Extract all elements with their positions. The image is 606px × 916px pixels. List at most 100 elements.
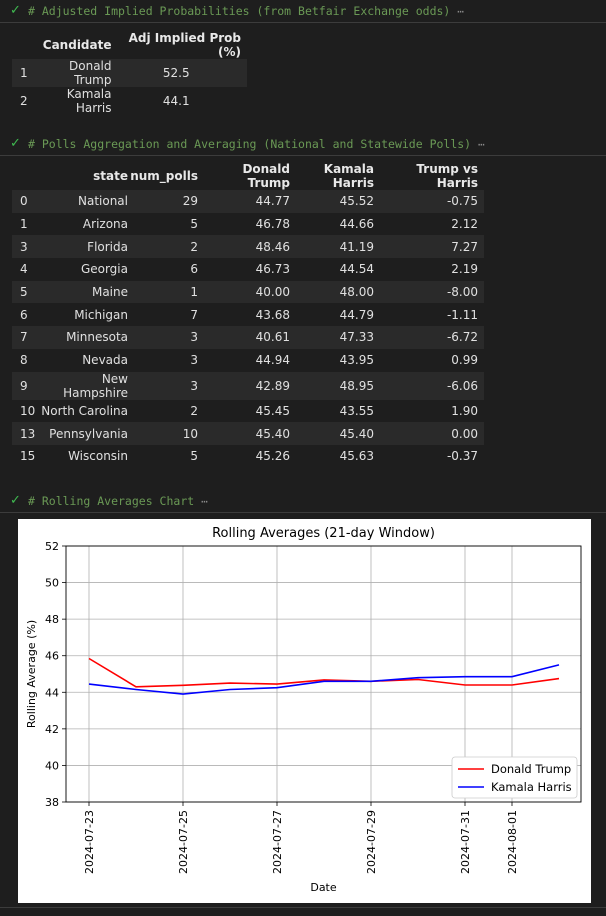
legend-label: Kamala Harris bbox=[491, 780, 572, 794]
table-cell: 48.00 bbox=[339, 285, 374, 300]
y-tick-label: 48 bbox=[45, 613, 59, 626]
table-cell: 45.26 bbox=[255, 449, 290, 464]
table-cell: 45.45 bbox=[255, 403, 290, 418]
table-cell: 46.73 bbox=[255, 262, 290, 277]
table-cell: 10 bbox=[182, 426, 198, 441]
success-check-icon: ✓ bbox=[10, 493, 21, 508]
y-tick-label: 50 bbox=[45, 577, 59, 590]
table-cell: 45.40 bbox=[255, 426, 290, 441]
column-header bbox=[12, 31, 34, 59]
chart-svg: Rolling Averages (21-day Window) 38 40 42 44… bbox=[25, 526, 582, 894]
table-row: 9 New Hampshire 3 42.89 48.95 -6.06 bbox=[12, 371, 484, 400]
more-icon[interactable]: ⋯ bbox=[478, 138, 485, 151]
table-cell: -6.72 bbox=[446, 330, 478, 345]
table-cell: Kamala Harris bbox=[66, 87, 112, 115]
table-cell: Arizona bbox=[82, 217, 128, 232]
table-cell: Florida bbox=[87, 239, 128, 254]
x-tick-label: 2024-07-25 bbox=[177, 810, 190, 874]
table-cell: 48.95 bbox=[339, 378, 374, 393]
cell-code[interactable]: # Rolling Averages Chart ⋯ bbox=[28, 494, 208, 508]
table-cell: Minnesota bbox=[66, 330, 128, 345]
table-cell: -6.06 bbox=[446, 378, 478, 393]
table-cell: 52.5 bbox=[162, 66, 190, 80]
table-cell: 29 bbox=[182, 194, 198, 209]
table-cell: 40.00 bbox=[255, 285, 290, 300]
y-tick-label: 40 bbox=[45, 759, 59, 772]
row-index: 7 bbox=[20, 330, 28, 345]
table-row: 1 Donald Trump 52.5 bbox=[12, 59, 247, 87]
column-header: num_polls bbox=[130, 169, 198, 183]
cell-code[interactable]: # Adjusted Implied Probabilities (from B… bbox=[28, 4, 464, 18]
table-cell: 43.95 bbox=[339, 353, 374, 368]
row-index: 6 bbox=[20, 307, 28, 322]
row-index: 5 bbox=[20, 285, 28, 300]
table-row: 2 Kamala Harris 44.1 bbox=[12, 87, 247, 115]
table-cell: 7.27 bbox=[451, 239, 478, 254]
cell-header-3[interactable]: ✓ # Rolling Averages Chart ⋯ bbox=[0, 490, 606, 513]
table-cell: 43.55 bbox=[339, 403, 374, 418]
table-cell: Wisconsin bbox=[68, 449, 128, 464]
x-tick-label: 2024-07-23 bbox=[83, 810, 96, 874]
row-index: 1 bbox=[20, 217, 28, 232]
row-index: 10 bbox=[20, 403, 36, 418]
row-index: 2 bbox=[20, 94, 28, 108]
y-tick-label: 44 bbox=[45, 686, 59, 699]
x-tick-label: 2024-07-29 bbox=[365, 810, 378, 874]
x-tick-label: 2024-07-31 bbox=[459, 810, 472, 874]
column-header: Trump vs Harris bbox=[416, 162, 478, 190]
table-row: 15 Wisconsin 5 45.26 45.63 -0.37 bbox=[12, 445, 484, 468]
table-cell: 3 bbox=[190, 330, 198, 345]
polls-aggregation-table: state num_polls Donald Trump Kamala Harris T… bbox=[12, 162, 484, 468]
table-cell: 1 bbox=[190, 285, 198, 300]
table-cell: 5 bbox=[190, 449, 198, 464]
table-cell: New Hampshire bbox=[63, 371, 128, 400]
row-index: 8 bbox=[20, 353, 28, 368]
table-cell: -1.11 bbox=[446, 307, 478, 322]
table-row: 3 Florida 2 48.46 41.19 7.27 bbox=[12, 235, 484, 259]
table-cell: 7 bbox=[190, 307, 198, 322]
cell-header-2[interactable]: ✓ # Polls Aggregation and Averaging (Nat… bbox=[0, 133, 606, 156]
table-cell: 44.66 bbox=[339, 217, 374, 232]
cell-header-1[interactable]: ✓ # Adjusted Implied Probabilities (from… bbox=[0, 0, 606, 23]
implied-probabilities-table: Candidate Adj Implied Prob (%) 1 Donald Tr… bbox=[12, 31, 247, 115]
more-icon[interactable]: ⋯ bbox=[201, 495, 208, 508]
row-index: 9 bbox=[20, 378, 28, 393]
y-tick-label: 52 bbox=[45, 540, 59, 553]
table-cell: 44.94 bbox=[255, 353, 290, 368]
chart-title: Rolling Averages (21-day Window) bbox=[212, 526, 435, 541]
x-axis-label: Date bbox=[310, 881, 337, 894]
column-header bbox=[12, 162, 40, 190]
table-cell: 41.19 bbox=[339, 239, 374, 254]
table-row: 1 Arizona 5 46.78 44.66 2.12 bbox=[12, 213, 484, 236]
table-cell: 3 bbox=[190, 378, 198, 393]
row-index: 0 bbox=[20, 194, 28, 209]
y-tick-label: 42 bbox=[45, 723, 59, 736]
row-index: 4 bbox=[20, 262, 28, 277]
plot-frame bbox=[65, 545, 582, 803]
table-cell: Nevada bbox=[82, 353, 128, 368]
x-tick-label: 2024-07-27 bbox=[271, 810, 284, 874]
divider bbox=[0, 907, 606, 908]
table-cell: -0.75 bbox=[446, 194, 478, 209]
cell-code[interactable]: # Polls Aggregation and Averaging (Natio… bbox=[28, 137, 485, 151]
table-cell: 44.79 bbox=[339, 307, 374, 322]
table-cell: 43.68 bbox=[255, 307, 290, 322]
more-icon[interactable]: ⋯ bbox=[457, 5, 464, 18]
table-cell: 1.90 bbox=[451, 403, 478, 418]
table-cell: 3 bbox=[190, 353, 198, 368]
table-cell: 48.46 bbox=[255, 239, 290, 254]
column-header: Candidate bbox=[42, 38, 112, 52]
table-cell: 47.33 bbox=[339, 330, 374, 345]
table-cell: 5 bbox=[190, 217, 198, 232]
table-row: 7 Minnesota 3 40.61 47.33 -6.72 bbox=[12, 326, 484, 349]
table-row: 6 Michigan 7 43.68 44.79 -1.11 bbox=[12, 303, 484, 326]
table-row: 13 Pennsylvania 10 45.40 45.40 0.00 bbox=[12, 422, 484, 445]
row-index: 1 bbox=[20, 66, 28, 80]
row-index: 15 bbox=[20, 449, 36, 464]
table-cell: 45.63 bbox=[339, 449, 374, 464]
table-row: 8 Nevada 3 44.94 43.95 0.99 bbox=[12, 349, 484, 372]
column-header: Donald Trump bbox=[242, 162, 290, 190]
x-tick-label: 2024-08-01 bbox=[506, 810, 519, 874]
table-cell: National bbox=[77, 194, 128, 209]
table-cell: 46.78 bbox=[255, 217, 290, 232]
